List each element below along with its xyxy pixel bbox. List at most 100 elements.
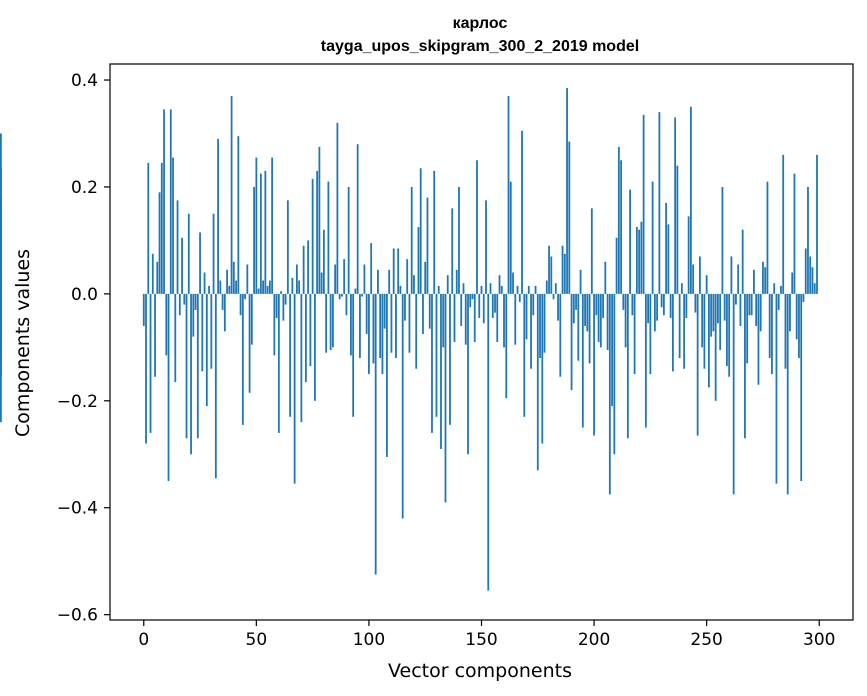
bar-260 [728,293,731,377]
bar-268 [746,293,749,364]
bar-201 [595,293,598,316]
bar-150 [480,285,483,294]
bar-160 [503,293,505,348]
bar-208 [611,293,613,407]
bar-171 [527,285,530,294]
bar-22 [192,293,195,337]
bar-0 [142,293,145,326]
bar-182 [552,293,555,300]
bar-13 [172,157,174,294]
bar-273 [757,293,760,385]
bar-46 [246,264,249,294]
bar-44 [241,293,244,425]
bar-253 [712,293,715,332]
bar-261 [730,256,733,294]
bar-79 [320,272,323,294]
bar-286 [786,293,789,495]
bar-90 [345,293,348,316]
bar-178 [543,293,546,353]
bar-243 [689,106,692,294]
bar-4 [151,253,154,294]
bar-152 [485,200,487,294]
bar-291 [798,293,800,359]
bar-159 [500,285,503,294]
bar-56 [268,280,271,294]
bar-190 [570,293,573,391]
bar-53 [262,280,264,294]
bar-176 [539,293,541,359]
bar-237 [676,165,679,294]
bar-166 [516,285,519,294]
bar-184 [557,293,559,321]
bar-207 [608,293,611,495]
bar-125 [424,261,427,294]
bar-174 [534,285,537,294]
bar-130 [435,293,438,417]
bar-165 [514,293,517,345]
bar-69 [298,280,301,294]
bar-70 [300,293,303,423]
bar-122 [417,227,420,294]
bar-200 [593,293,595,436]
x-tick-label: 300 [803,630,835,650]
bar-19 [185,293,188,439]
bar-40 [232,261,235,294]
bar-36 [223,293,226,332]
bar-271 [753,269,755,294]
x-tick-label: 100 [353,630,385,650]
y-tick-label: −0.4 [57,499,98,519]
bar-220 [638,229,641,294]
bar-155 [491,293,494,318]
bar-88 [341,293,343,297]
bar-45 [244,293,246,300]
bar-294 [804,248,807,294]
bar-undefined [0,261,2,294]
bar-116 [404,293,406,321]
bar-212 [620,160,622,294]
bar-91 [347,186,350,294]
bar-221 [640,221,643,294]
bar-144 [467,293,469,455]
bar-62 [282,293,285,321]
bar-107 [383,293,386,329]
bar-277 [766,181,769,294]
bar-72 [304,293,307,383]
chart-subtitle: tayga_upos_skipgram_300_2_2019 model [321,38,639,55]
bar-43 [239,293,242,316]
bar-124 [422,293,424,334]
bar-148 [476,160,478,294]
bar-21 [190,293,192,455]
bar-129 [433,170,436,294]
bar-238 [678,293,681,359]
bar-247 [699,256,701,294]
bar-167 [518,293,521,302]
y-axis-ticks: −0.6 −0.4 −0.2 0.0 0.2 0.4 [57,71,110,626]
bar-55 [266,285,269,294]
bar-195 [581,293,584,428]
bar-77 [316,170,319,294]
bar-205 [604,261,607,294]
bar-199 [590,208,593,294]
bar-52 [259,173,262,294]
y-tick-label: 0.4 [71,71,98,91]
bar-25 [199,232,201,294]
bar-84 [332,293,334,348]
bar-172 [530,293,532,369]
bar-298 [813,283,816,294]
bar-255 [717,293,719,324]
bar-179 [545,280,548,294]
bar-231 [662,293,665,316]
bar-113 [397,248,400,294]
bar-293 [802,293,805,302]
bar-80 [322,229,325,294]
bar-256 [719,293,722,351]
bar-240 [683,293,686,369]
bars-group [0,88,818,591]
bar-197 [586,293,589,332]
bar-87 [338,293,341,300]
bar-288 [791,272,794,294]
bar-85 [334,264,337,294]
bar-34 [219,280,222,294]
bar-138 [453,293,456,342]
